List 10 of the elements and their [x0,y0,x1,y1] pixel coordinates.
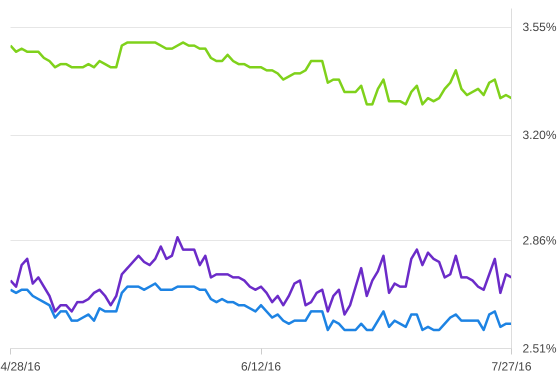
line-series [10,236,512,316]
x-tick-label: 4/28/16 [0,360,41,374]
x-tick-label: 7/27/16 [491,360,532,374]
y-tick-label: 2.51% [522,342,557,356]
line-series [10,282,512,332]
y-tick-label: 3.20% [522,128,557,142]
line-series [10,41,512,106]
y-tick-label: 3.55% [522,20,557,34]
y-tick-label: 2.86% [522,233,557,248]
x-tick-label: 6/12/16 [240,360,282,374]
